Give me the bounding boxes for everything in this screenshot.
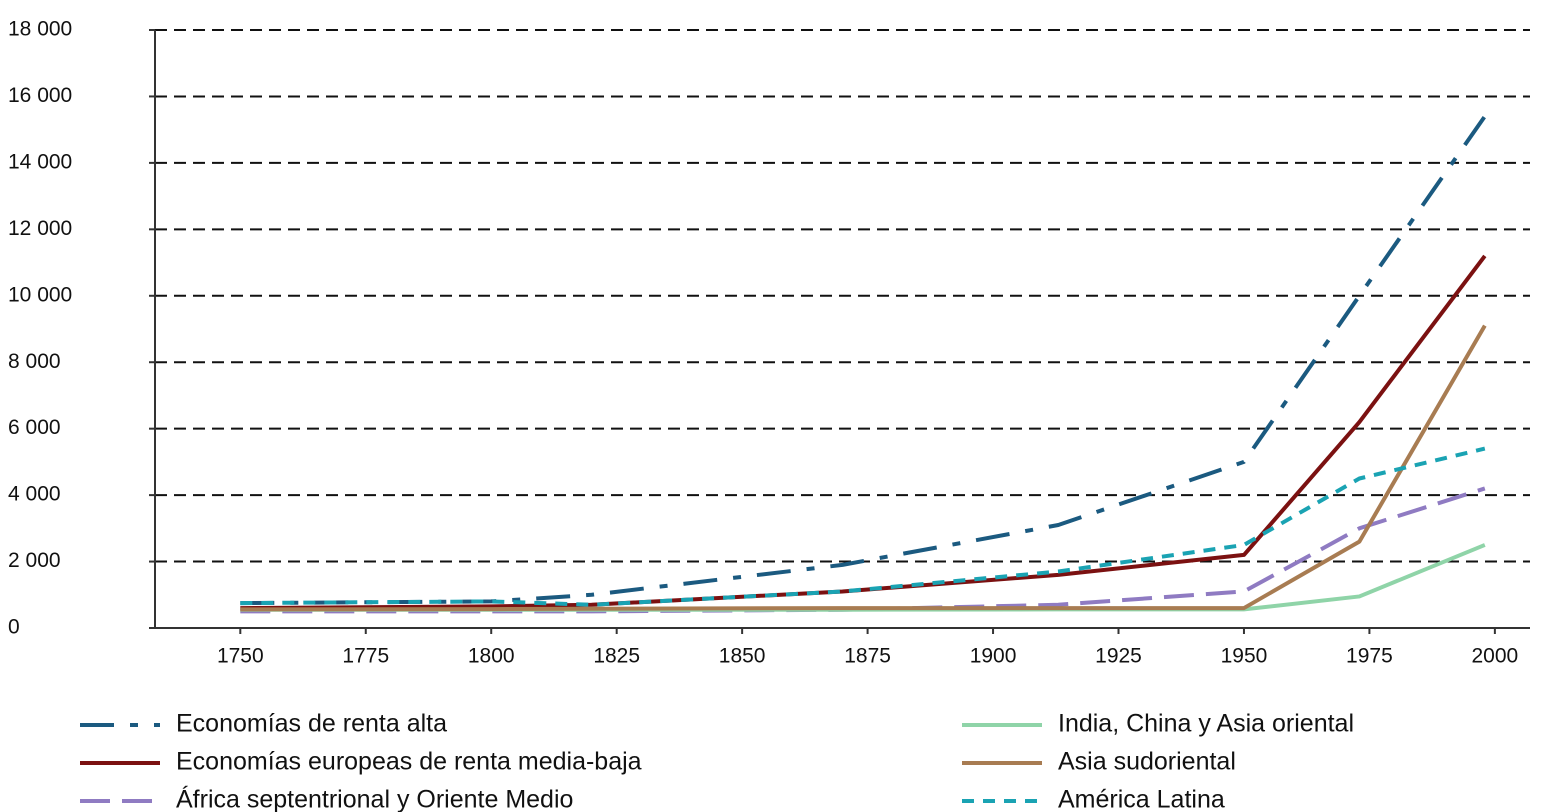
x-tick-label: 1775	[342, 645, 389, 668]
y-tick-label: 0	[8, 616, 20, 639]
x-tick-label: 2000	[1472, 645, 1519, 668]
y-tick-label: 10 000	[8, 283, 72, 306]
x-tick-label: 1925	[1095, 645, 1142, 668]
x-tick-label: 1975	[1346, 645, 1393, 668]
series-line	[240, 115, 1487, 606]
x-tick-label: 1875	[844, 645, 891, 668]
legend-label: África septentrional y Oriente Medio	[176, 785, 573, 812]
y-tick-label: 16 000	[8, 84, 72, 107]
y-tick-label: 14 000	[8, 150, 72, 173]
y-tick-label: 12 000	[8, 217, 72, 240]
legend-label: India, China y Asia oriental	[1058, 710, 1354, 738]
series-line	[240, 254, 1487, 611]
x-tick-label: 1850	[719, 645, 766, 668]
legend-label: Economías europeas de renta media-baja	[176, 748, 642, 776]
y-tick-label: 18 000	[8, 18, 72, 41]
y-tick-label: 8 000	[8, 350, 61, 373]
x-tick-label: 1900	[970, 645, 1017, 668]
legend-label: Asia sudoriental	[1058, 748, 1236, 776]
y-tick-label: 2 000	[8, 549, 61, 572]
series-line	[240, 446, 1486, 607]
x-tick-label: 1800	[468, 645, 515, 668]
legend-label: América Latina	[1058, 786, 1225, 812]
y-tick-label: 6 000	[8, 416, 61, 439]
y-tick-label: 4 000	[8, 483, 61, 506]
series-line	[240, 324, 1487, 612]
x-tick-label: 1825	[593, 645, 640, 668]
x-tick-label: 1750	[217, 645, 264, 668]
legend-label: Economías de renta alta	[176, 710, 447, 738]
series-line	[240, 486, 1486, 614]
x-tick-label: 1950	[1221, 645, 1268, 668]
